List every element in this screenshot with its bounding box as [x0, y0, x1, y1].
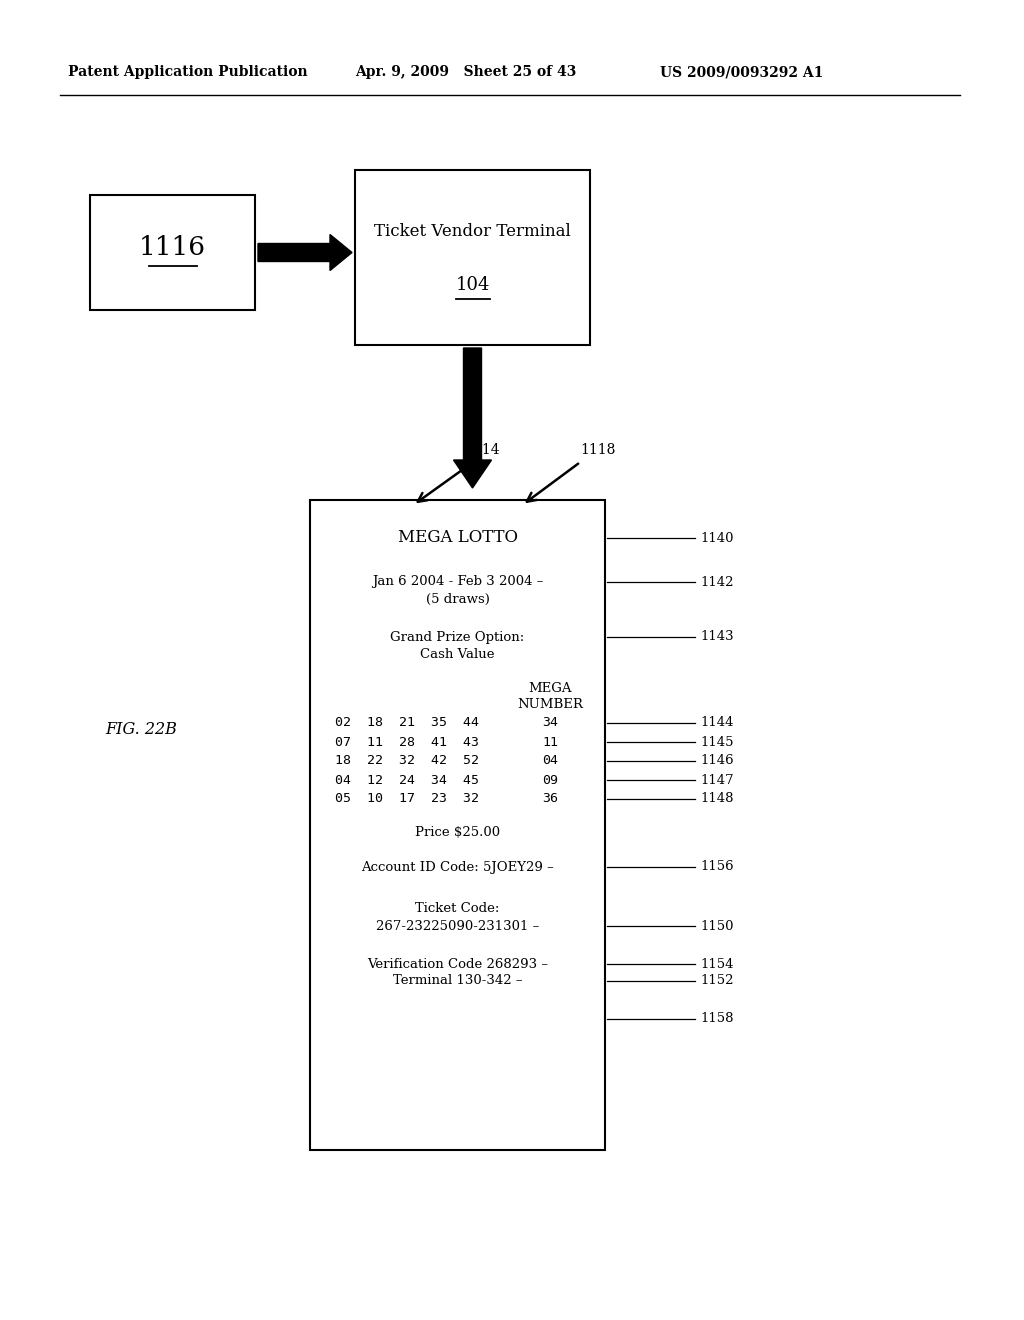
- Text: Ticket Code:: Ticket Code:: [416, 903, 500, 916]
- Bar: [400, 1003, 404, 1035]
- Bar: [464, 1003, 468, 1035]
- Bar: [90, 195, 255, 310]
- Text: Verification Code 268293 –: Verification Code 268293 –: [367, 957, 548, 970]
- Text: Price $25.00: Price $25.00: [415, 825, 500, 838]
- Bar: [408, 1003, 411, 1035]
- Text: 05  10  17  23  32: 05 10 17 23 32: [335, 792, 479, 805]
- Text: 114: 114: [473, 444, 500, 457]
- Text: FIG. 22B: FIG. 22B: [105, 722, 177, 738]
- Bar: [355, 170, 590, 345]
- Text: 1156: 1156: [700, 861, 733, 874]
- Text: 04  12  24  34  45: 04 12 24 34 45: [335, 774, 479, 787]
- Text: MEGA: MEGA: [528, 682, 571, 696]
- Bar: [432, 1003, 434, 1035]
- Bar: [424, 1003, 426, 1035]
- Text: 104: 104: [456, 276, 489, 294]
- Text: Jan 6 2004 - Feb 3 2004 –: Jan 6 2004 - Feb 3 2004 –: [372, 576, 543, 589]
- Text: 11: 11: [542, 735, 558, 748]
- Text: (5 draws): (5 draws): [426, 593, 489, 606]
- Bar: [361, 1003, 364, 1035]
- Bar: [528, 1003, 530, 1035]
- Text: 1154: 1154: [700, 957, 733, 970]
- Text: 1118: 1118: [581, 444, 615, 457]
- Text: 1116: 1116: [139, 235, 206, 260]
- Text: 1152: 1152: [700, 974, 733, 987]
- Text: 1144: 1144: [700, 717, 733, 730]
- Bar: [332, 1003, 336, 1035]
- FancyArrow shape: [258, 235, 352, 271]
- Bar: [537, 1003, 541, 1035]
- Bar: [570, 1003, 573, 1035]
- Bar: [512, 1003, 514, 1035]
- Text: 1150: 1150: [700, 920, 733, 932]
- Bar: [489, 1003, 490, 1035]
- Text: 1146: 1146: [700, 755, 733, 767]
- Text: Account ID Code: 5JOEY29 –: Account ID Code: 5JOEY29 –: [361, 861, 554, 874]
- Text: Terminal 130-342 –: Terminal 130-342 –: [393, 974, 522, 987]
- Bar: [579, 1003, 581, 1035]
- Text: 1143: 1143: [700, 631, 733, 644]
- Text: NUMBER: NUMBER: [517, 697, 583, 710]
- Bar: [350, 1003, 354, 1035]
- Text: Apr. 9, 2009   Sheet 25 of 43: Apr. 9, 2009 Sheet 25 of 43: [355, 65, 577, 79]
- Text: Patent Application Publication: Patent Application Publication: [68, 65, 307, 79]
- Text: 09: 09: [542, 774, 558, 787]
- Text: 1142: 1142: [700, 576, 733, 589]
- Text: 02  18  21  35  44: 02 18 21 35 44: [335, 717, 479, 730]
- Text: 1147: 1147: [700, 774, 733, 787]
- Bar: [310, 500, 605, 1150]
- Text: 34: 34: [542, 717, 558, 730]
- Bar: [342, 1003, 346, 1035]
- Bar: [377, 1003, 380, 1035]
- Bar: [381, 1003, 385, 1035]
- Text: 1158: 1158: [700, 1012, 733, 1026]
- Bar: [482, 1003, 485, 1035]
- Bar: [494, 1003, 498, 1035]
- Text: Grand Prize Option:: Grand Prize Option:: [390, 631, 524, 644]
- FancyArrow shape: [454, 348, 492, 488]
- Bar: [414, 1003, 418, 1035]
- Bar: [564, 1003, 566, 1035]
- Bar: [458, 1003, 460, 1035]
- Text: 04: 04: [542, 755, 558, 767]
- Text: MEGA LOTTO: MEGA LOTTO: [397, 529, 517, 546]
- Text: US 2009/0093292 A1: US 2009/0093292 A1: [660, 65, 823, 79]
- Bar: [575, 1003, 577, 1035]
- Bar: [371, 1003, 374, 1035]
- Text: 07  11  28  41  43: 07 11 28 41 43: [335, 735, 479, 748]
- Bar: [551, 1003, 555, 1035]
- Text: 1140: 1140: [700, 532, 733, 544]
- Text: Ticket Vendor Terminal: Ticket Vendor Terminal: [374, 223, 570, 240]
- Bar: [337, 1003, 339, 1035]
- Text: 1148: 1148: [700, 792, 733, 805]
- Bar: [507, 1003, 511, 1035]
- Text: 1145: 1145: [700, 735, 733, 748]
- Text: Cash Value: Cash Value: [420, 648, 495, 660]
- Bar: [545, 1003, 549, 1035]
- Bar: [518, 1003, 522, 1035]
- Bar: [531, 1003, 535, 1035]
- Text: 18  22  32  42  52: 18 22 32 42 52: [335, 755, 479, 767]
- Bar: [523, 1003, 527, 1035]
- Bar: [449, 1003, 451, 1035]
- Text: 267-23225090-231301 –: 267-23225090-231301 –: [376, 920, 539, 932]
- Bar: [502, 1003, 505, 1035]
- Bar: [435, 1003, 439, 1035]
- Text: 36: 36: [542, 792, 558, 805]
- Bar: [390, 1003, 394, 1035]
